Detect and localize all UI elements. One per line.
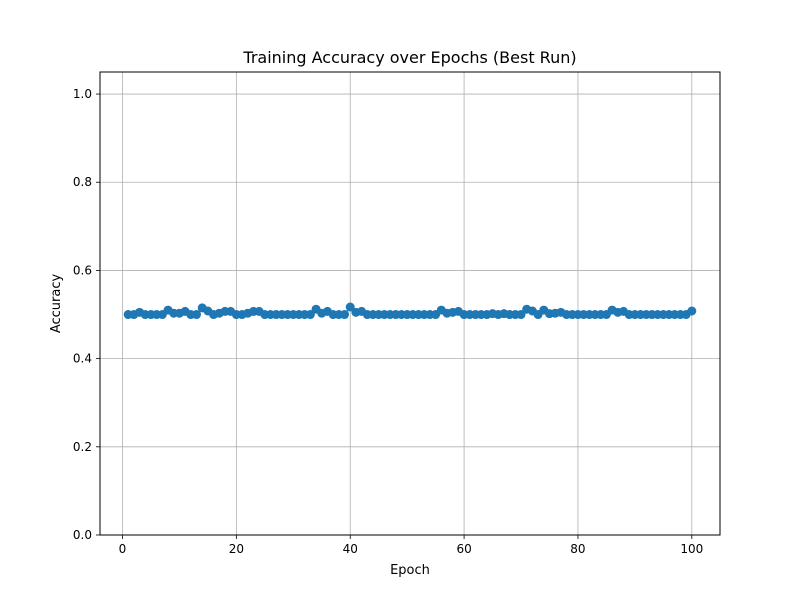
series-points [123,302,697,320]
y-tick-label: 1.0 [73,87,92,101]
plot-frame [99,71,721,536]
grid [100,72,720,536]
x-tick-label: 40 [343,542,358,556]
x-tick-label: 20 [229,542,244,556]
x-tick-label: 60 [456,542,471,556]
y-tick-label: 0.6 [73,263,92,277]
data-point [345,302,355,312]
data-point [516,310,526,320]
x-tick-label: 80 [570,542,585,556]
y-axis-label: Accuracy [49,274,64,334]
data-point [687,306,697,316]
x-axis-label: Epoch [390,563,430,578]
y-tick-label: 0.0 [73,528,92,542]
y-axis-ticks: 0.0 0.2 0.4 0.6 0.8 1.0 [73,87,100,542]
y-tick-label: 0.2 [73,440,92,454]
x-tick-label: 100 [680,542,703,556]
chart-title: Training Accuracy over Epochs (Best Run) [242,48,576,67]
x-axis-ticks: 0 20 40 60 80 100 [119,535,703,556]
data-point [340,310,350,320]
y-tick-label: 0.8 [73,175,92,189]
x-tick-label: 0 [119,542,127,556]
y-tick-label: 0.4 [73,352,92,366]
data-point [305,310,315,320]
data-point [192,310,202,320]
